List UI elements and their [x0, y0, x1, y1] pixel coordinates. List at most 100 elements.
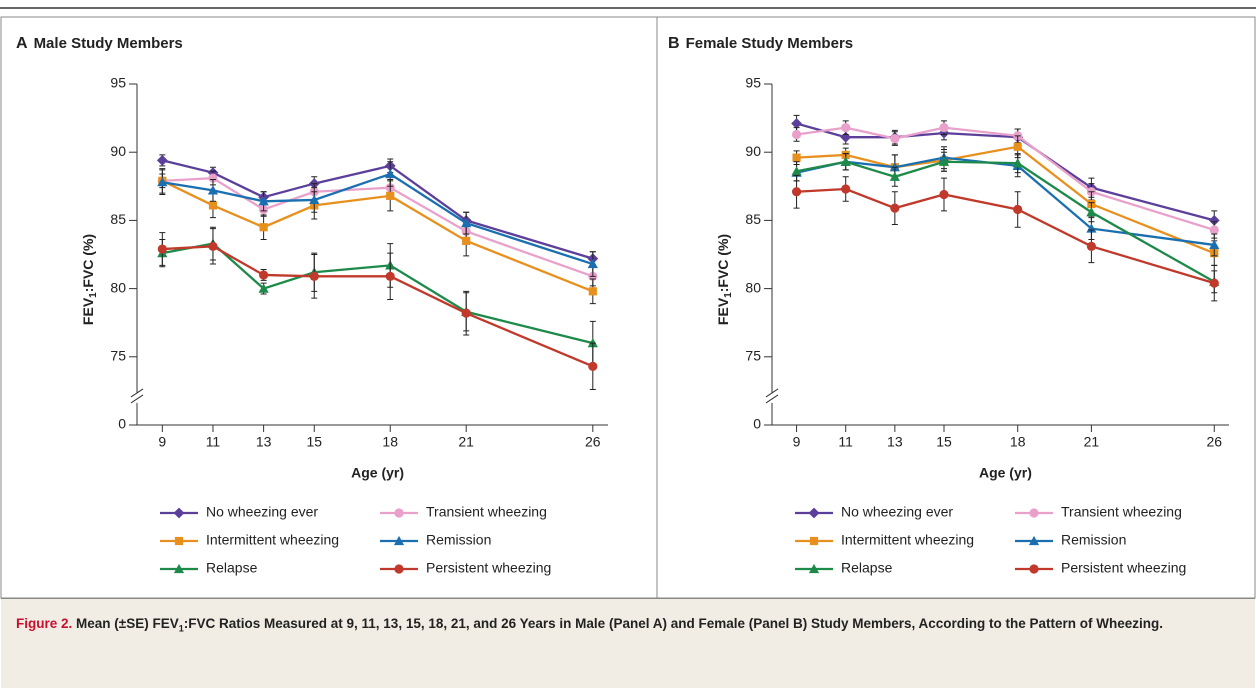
caption-label: Figure 2.: [16, 616, 73, 631]
legend-label: Relapse: [841, 560, 893, 576]
marker: [841, 184, 851, 194]
panel-title: A Male Study Members: [16, 35, 183, 52]
y-tick-label: 80: [745, 279, 761, 295]
marker: [890, 133, 900, 144]
y-tick-label: 90: [110, 143, 126, 159]
marker: [385, 271, 395, 281]
axis-break-gap: [129, 392, 145, 403]
x-tick-label: 26: [1206, 434, 1222, 450]
x-axis-label: Age (yr): [979, 465, 1032, 481]
axis-break: [130, 388, 144, 398]
x-tick-label: 15: [936, 434, 952, 450]
panel-label: B: [668, 35, 680, 52]
y-axis-label-text: FEV: [715, 297, 731, 325]
legend-label: Transient wheezing: [1061, 504, 1182, 520]
y-axis-label: FEV1:FVC (%): [715, 234, 734, 325]
legend-label: No wheezing ever: [841, 504, 953, 520]
axis-break-gap: [764, 392, 780, 403]
marker: [157, 177, 168, 187]
y-tick-label: 0: [753, 416, 761, 432]
legend-marker: [808, 507, 820, 519]
marker: [309, 194, 320, 205]
legend-marker: [394, 508, 404, 518]
marker: [1209, 225, 1219, 235]
legend-label: Intermittent wheezing: [206, 532, 339, 548]
marker: [461, 308, 471, 318]
y-tick-label: 95: [745, 75, 761, 91]
marker: [309, 271, 319, 281]
marker: [791, 166, 802, 176]
panel-title-text: Male Study Members: [34, 35, 183, 52]
axis-break: [765, 394, 779, 404]
marker: [1209, 278, 1219, 288]
marker: [259, 270, 269, 280]
marker: [1209, 239, 1220, 250]
marker: [208, 241, 218, 251]
marker: [587, 258, 598, 269]
legend-label: Intermittent wheezing: [841, 532, 974, 548]
legend-marker: [1028, 535, 1040, 546]
marker: [1013, 204, 1023, 215]
legend-marker: [1029, 508, 1039, 518]
legend-marker: [174, 536, 184, 546]
marker: [462, 236, 471, 245]
marker: [208, 173, 218, 183]
marker: [157, 244, 167, 254]
legend-marker: [393, 535, 405, 546]
marker: [792, 153, 801, 162]
y-axis-label-sub: 1: [88, 292, 99, 298]
legend-label: No wheezing ever: [206, 504, 318, 520]
marker: [939, 123, 949, 133]
marker: [841, 123, 851, 133]
legend-label: Persistent wheezing: [426, 560, 551, 576]
caption: Figure 2. Mean (±SE) FEV1:FVC Ratios Mea…: [1, 598, 1255, 688]
y-axis-label-text: FEV: [80, 297, 96, 325]
legend-label: Transient wheezing: [426, 504, 547, 520]
y-tick-label: 95: [110, 75, 126, 91]
marker: [1208, 215, 1220, 226]
legend-label: Relapse: [206, 560, 258, 576]
marker: [588, 361, 598, 371]
legend-marker: [1029, 564, 1039, 574]
marker: [840, 156, 851, 166]
legend-marker: [173, 563, 185, 574]
legend-label: Remission: [1061, 532, 1126, 548]
marker: [1086, 207, 1097, 217]
y-axis-label-text: :FVC (%): [715, 234, 731, 292]
panel-title-text: Female Study Members: [686, 35, 854, 52]
legend-marker: [173, 507, 185, 519]
x-tick-label: 21: [458, 434, 474, 450]
marker: [386, 191, 395, 200]
caption-text: :FVC Ratios Measured at 9, 11, 13, 15, 1…: [183, 616, 1164, 631]
marker: [939, 189, 949, 200]
y-tick-label: 75: [110, 348, 126, 364]
x-tick-label: 15: [306, 434, 322, 450]
x-tick-label: 11: [838, 434, 853, 450]
axis-break: [765, 388, 779, 398]
y-tick-label: 0: [118, 416, 126, 432]
marker: [1012, 158, 1023, 168]
panel-label: A: [16, 35, 28, 52]
marker: [208, 201, 218, 210]
marker: [890, 203, 900, 213]
marker: [588, 287, 597, 296]
axis-break: [130, 394, 144, 404]
legend-label: Persistent wheezing: [1061, 560, 1186, 576]
x-tick-label: 9: [793, 434, 801, 450]
marker: [258, 196, 269, 206]
legend-marker: [808, 563, 820, 574]
marker: [385, 168, 396, 179]
marker: [156, 154, 168, 166]
x-tick-label: 18: [1010, 434, 1026, 450]
marker: [938, 156, 950, 166]
marker: [1013, 142, 1022, 151]
y-tick-label: 85: [110, 211, 126, 227]
x-tick-label: 21: [1084, 434, 1100, 450]
x-axis-label: Age (yr): [351, 465, 404, 481]
marker: [258, 283, 269, 293]
marker: [461, 218, 472, 228]
marker: [1086, 241, 1097, 251]
y-axis-label-sub: 1: [723, 292, 734, 298]
x-tick-label: 9: [158, 434, 166, 450]
